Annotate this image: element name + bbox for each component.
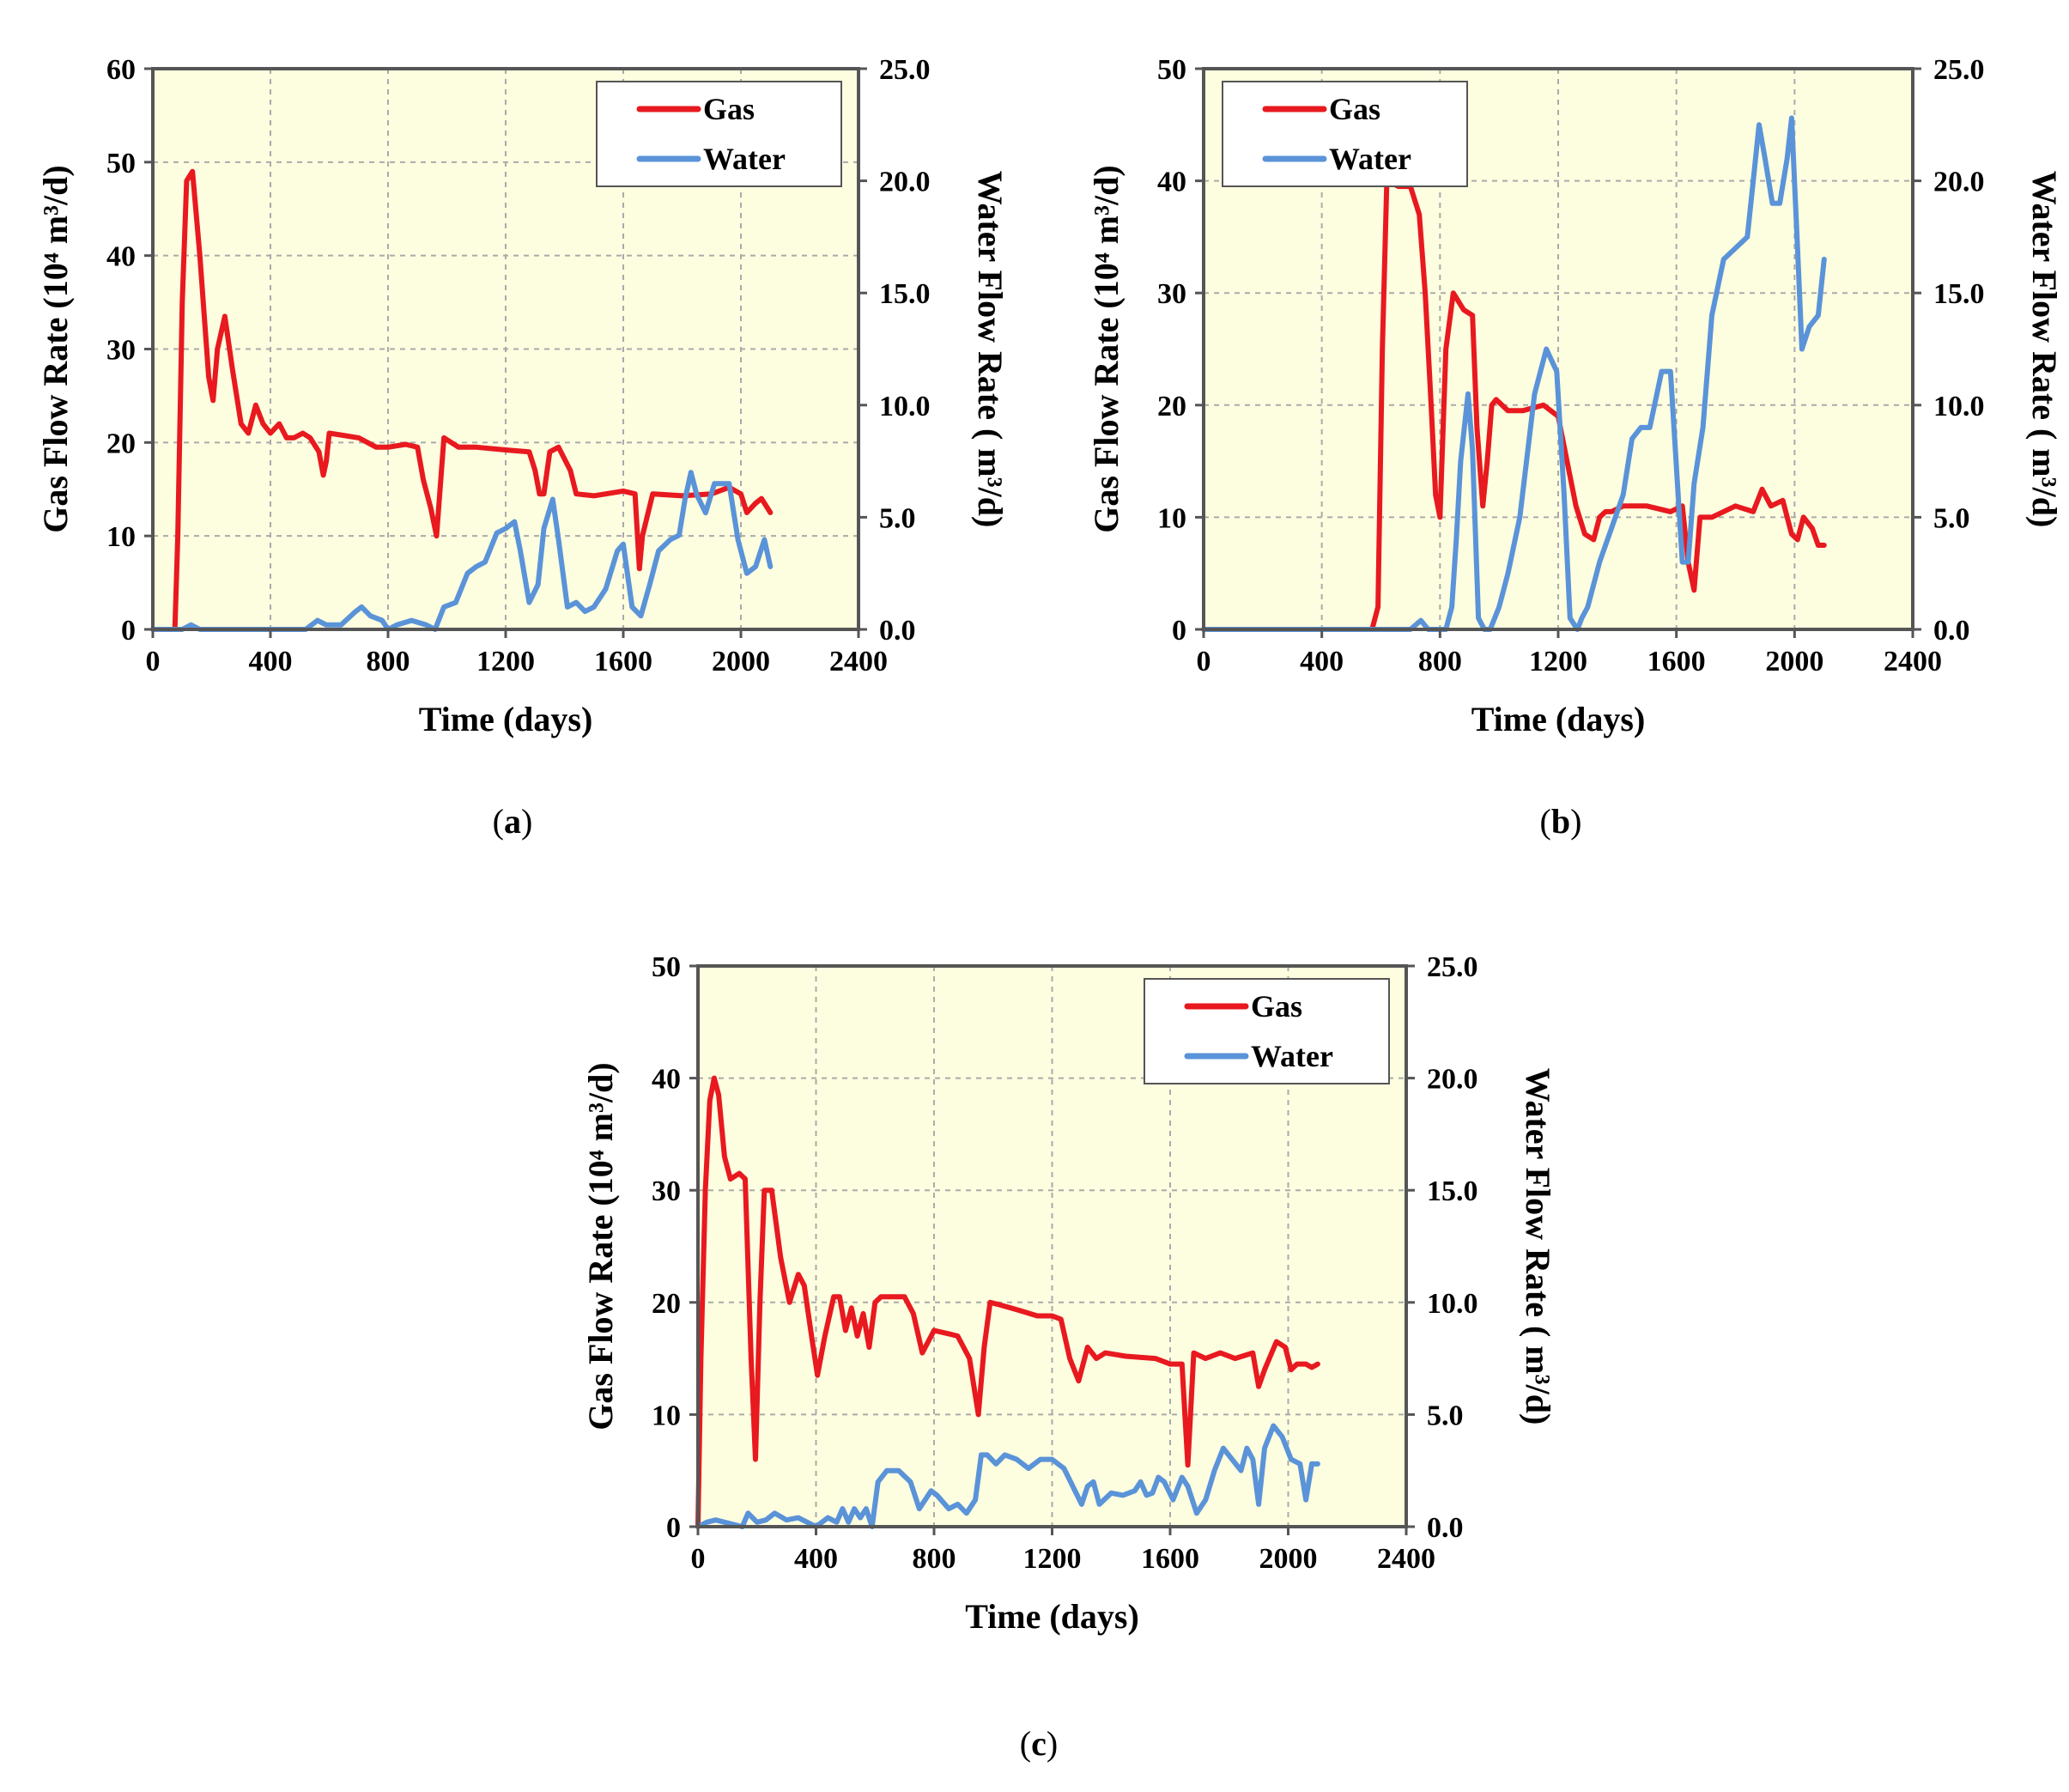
- series-line-gas: [695, 1075, 1320, 1529]
- y-right-tick-label: 10.0: [1427, 1288, 1478, 1320]
- x-tick-label: 0: [146, 646, 161, 677]
- y-left-tick-label: 0: [121, 615, 136, 647]
- x-tick-label: 1200: [476, 646, 535, 677]
- y-right-tick-label: 0.0: [879, 615, 916, 647]
- series-line-water: [695, 1423, 1320, 1529]
- y-right-tick-label: 5.0: [1427, 1400, 1464, 1431]
- x-tick-label: 2000: [712, 646, 770, 677]
- y-left-axis-title: Gas Flow Rate (10⁴ m³/d): [36, 165, 75, 532]
- y-left-axis-title: Gas Flow Rate (10⁴ m³/d): [1087, 165, 1126, 532]
- y-left-tick-label: 20: [1157, 391, 1186, 422]
- y-right-tick-label: 10.0: [879, 391, 931, 422]
- y-left-tick-label: 0: [1172, 615, 1186, 647]
- y-right-axis-title: Water Flow Rate ( m³/d): [2025, 171, 2064, 528]
- legend: Gas Water: [1222, 81, 1468, 187]
- y-left-tick-label: 40: [1157, 167, 1186, 198]
- y-right-tick-label: 15.0: [1933, 278, 1985, 310]
- panel-c: 0 400 800 1200 1600 2000 2400 0 10 20 30 40 50 0.0 5.0…: [581, 951, 1557, 1636]
- y-right-axis-title: Water Flow Rate ( m³/d): [1519, 1068, 1557, 1425]
- caption-a: (a): [493, 802, 533, 841]
- series-line-gas: [150, 168, 774, 632]
- y-right-tick-label: 20.0: [879, 167, 931, 198]
- y-right-tick-label: 25.0: [879, 54, 931, 86]
- x-tick-label: 2000: [1259, 1543, 1318, 1575]
- x-axis-title: Time (days): [965, 1597, 1139, 1636]
- series-line-water: [1201, 115, 1827, 632]
- panel-b: 0 400 800 1200 1600 2000 2400 0 10 20 30 40 50 0.0 5.0…: [1087, 54, 2064, 738]
- x-tick-label: 1600: [1141, 1543, 1199, 1575]
- legend-box: [1222, 81, 1468, 187]
- y-left-tick-label: 60: [106, 54, 136, 86]
- y-right-tick-label: 15.0: [1427, 1175, 1478, 1207]
- y-right-tick-label: 25.0: [1933, 54, 1985, 86]
- caption-c: (c): [1020, 1724, 1058, 1763]
- y-left-tick-label: 40: [652, 1064, 681, 1096]
- y-right-tick-label: 20.0: [1427, 1064, 1478, 1096]
- y-left-tick-label: 50: [1157, 54, 1186, 86]
- x-tick-label: 1200: [1023, 1543, 1082, 1575]
- legend-label-gas: Gas: [1329, 92, 1380, 126]
- y-left-tick-label: 20: [652, 1288, 681, 1320]
- x-tick-label: 400: [1300, 646, 1344, 677]
- y-left-tick-label: 50: [652, 951, 681, 983]
- legend-label-gas: Gas: [703, 92, 755, 126]
- y-left-tick-label: 30: [652, 1175, 681, 1207]
- legend: Gas Water: [596, 81, 842, 187]
- y-right-tick-label: 5.0: [879, 502, 916, 534]
- x-tick-label: 0: [691, 1543, 706, 1575]
- y-left-axis-title: Gas Flow Rate (10⁴ m³/d): [581, 1062, 620, 1430]
- y-right-tick-label: 15.0: [879, 278, 931, 310]
- x-tick-label: 0: [1197, 646, 1211, 677]
- panel-a: 0 400 800 1200 1600 2000 2400 0 10 20 30 40 50 60 0.0 5…: [36, 54, 1010, 738]
- x-tick-label: 2400: [1377, 1543, 1435, 1575]
- x-axis-title: Time (days): [1471, 700, 1646, 738]
- y-left-tick-label: 30: [1157, 278, 1186, 310]
- series-line-water: [150, 470, 774, 632]
- x-tick-label: 1600: [594, 646, 652, 677]
- x-tick-label: 2400: [829, 646, 888, 677]
- legend-label-gas: Gas: [1251, 989, 1302, 1024]
- y-left-tick-label: 50: [106, 148, 136, 179]
- y-right-tick-label: 25.0: [1427, 951, 1478, 983]
- x-tick-label: 400: [794, 1543, 838, 1575]
- legend-label-water: Water: [1329, 142, 1411, 176]
- y-left-tick-label: 30: [106, 335, 136, 367]
- series-line-gas: [1201, 178, 1827, 632]
- legend: Gas Water: [1144, 978, 1390, 1084]
- y-left-tick-label: 10: [106, 521, 136, 553]
- legend-label-water: Water: [703, 142, 786, 176]
- y-left-tick-label: 20: [106, 428, 136, 459]
- x-tick-label: 2000: [1765, 646, 1823, 677]
- y-right-tick-label: 20.0: [1933, 167, 1985, 198]
- y-left-tick-label: 40: [106, 241, 136, 273]
- y-left-tick-label: 0: [666, 1512, 681, 1544]
- legend-box: [1144, 978, 1390, 1084]
- x-tick-label: 800: [913, 1543, 956, 1575]
- y-right-tick-label: 0.0: [1427, 1512, 1464, 1544]
- x-tick-label: 800: [1418, 646, 1462, 677]
- y-left-tick-label: 10: [652, 1400, 681, 1431]
- y-right-tick-label: 0.0: [1933, 615, 1970, 647]
- legend-box: [596, 81, 842, 187]
- x-axis-title: Time (days): [419, 700, 593, 738]
- y-right-axis-title: Water Flow Rate ( m³/d): [971, 171, 1010, 528]
- y-left-tick-label: 10: [1157, 502, 1186, 534]
- caption-b: (b): [1540, 802, 1582, 841]
- x-tick-label: 800: [367, 646, 410, 677]
- legend-label-water: Water: [1251, 1039, 1333, 1073]
- x-tick-label: 1600: [1647, 646, 1706, 677]
- x-tick-label: 2400: [1884, 646, 1942, 677]
- x-tick-label: 1200: [1529, 646, 1587, 677]
- y-right-tick-label: 5.0: [1933, 502, 1970, 534]
- y-right-tick-label: 10.0: [1933, 391, 1985, 422]
- x-tick-label: 400: [249, 646, 293, 677]
